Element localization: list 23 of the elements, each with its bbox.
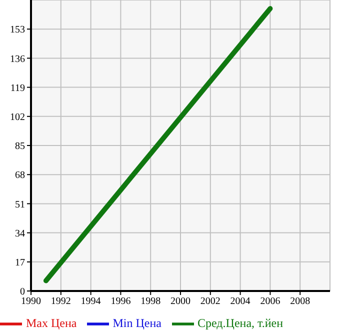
x-tick-label: 1992 bbox=[50, 296, 71, 308]
x-tick-label: 1996 bbox=[110, 296, 131, 308]
x-tick-label: 1994 bbox=[80, 296, 101, 308]
y-tick-label: 153 bbox=[10, 24, 25, 36]
x-tick-label: 2006 bbox=[260, 296, 280, 308]
y-tick-label: 68 bbox=[15, 170, 25, 182]
y-tick-label: 34 bbox=[15, 228, 25, 240]
legend-label: Min Цена bbox=[112, 316, 162, 330]
y-tick-label: 0 bbox=[20, 286, 25, 298]
x-tick-label: 2000 bbox=[170, 296, 190, 308]
y-tick-label: 119 bbox=[10, 82, 25, 94]
x-tick-label: 2004 bbox=[230, 296, 250, 308]
x-tick-label: 2002 bbox=[200, 296, 220, 308]
x-tick-label: 1990 bbox=[21, 296, 41, 308]
x-tick-label: 1998 bbox=[140, 296, 161, 308]
legend-label: Сред.Цена, т.йен bbox=[198, 316, 284, 330]
y-tick-label: 136 bbox=[10, 54, 25, 65]
legend-label: Max Цена bbox=[26, 316, 77, 330]
x-tick-label: 2008 bbox=[290, 296, 310, 308]
y-tick-label: 85 bbox=[15, 141, 25, 152]
y-tick-label: 17 bbox=[15, 257, 25, 268]
y-tick-label: 51 bbox=[15, 199, 25, 210]
y-tick-label: 102 bbox=[10, 112, 25, 123]
